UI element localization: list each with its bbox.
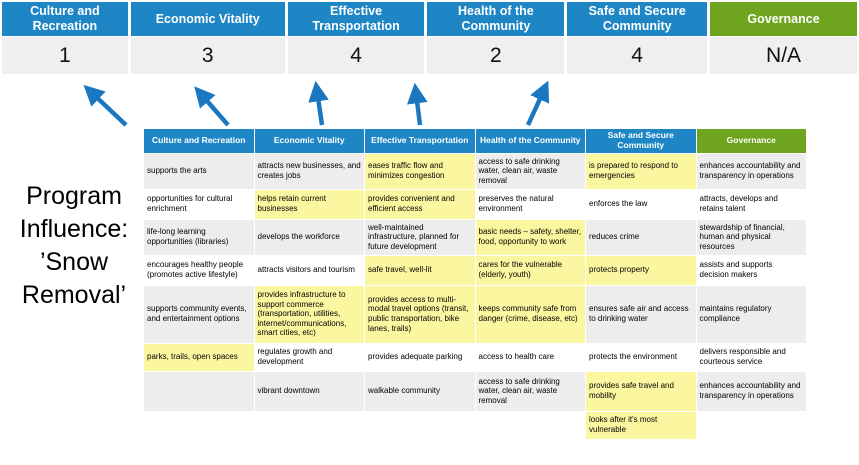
influence-arrow-icon-4	[407, 82, 428, 126]
matrix-cell-highlighted: parks, trails, open spaces	[143, 342, 255, 372]
matrix-cell	[695, 410, 807, 440]
matrix-row: supports the arts attracts new businesses…	[143, 152, 807, 190]
matrix-cell	[143, 370, 255, 412]
score-column-governance: Governance N/A	[710, 2, 857, 74]
matrix-cell: vibrant downtown	[253, 370, 365, 412]
influence-arrows	[83, 80, 550, 127]
matrix-row: looks after it's most vulnerable	[143, 410, 807, 440]
matrix-cell-highlighted: eases traffic flow and minimizes congest…	[364, 152, 476, 190]
category-score: 1	[2, 37, 128, 74]
matrix-cell: assists and supports decision makers	[695, 254, 807, 286]
category-score: 4	[567, 37, 708, 74]
matrix-row: encourages healthy people (promotes acti…	[143, 254, 807, 286]
scoreboard: Culture and Recreation 1 Economic Vitality…	[2, 2, 857, 74]
matrix-cell-highlighted: provides safe travel and mobility	[585, 370, 697, 412]
matrix-cell-highlighted: cares for the vulnerable (elderly, youth…	[474, 254, 586, 286]
matrix-cell: encourages healthy people (promotes acti…	[143, 254, 255, 286]
matrix-cell: reduces crime	[585, 218, 697, 256]
matrix-cell: attracts, develops and retains talent	[695, 188, 807, 220]
matrix-cell: supports the arts	[143, 152, 255, 190]
matrix-header-economic-vitality: Economic Vitality	[253, 128, 365, 154]
matrix-cell	[474, 410, 586, 440]
matrix-cell: provides adequate parking	[364, 342, 476, 372]
matrix-cell-highlighted: provides infrastructure to support comme…	[253, 284, 365, 344]
category-score: N/A	[710, 37, 857, 74]
category-score: 4	[287, 37, 425, 74]
matrix-header-health-of-the-community: Health of the Community	[474, 128, 586, 154]
score-column-effective-transportation: Effective Transportation 4	[287, 2, 425, 74]
matrix-header-row: Culture and Recreation Economic Vitality E…	[143, 128, 807, 154]
matrix-cell-highlighted: helps retain current businesses	[253, 188, 365, 220]
matrix-cell: well-maintained infrastructure, planned …	[364, 218, 476, 256]
matrix-row: supports community events, and entertain…	[143, 284, 807, 344]
matrix-cell: regulates growth and development	[253, 342, 365, 372]
matrix-cell: develops the workforce	[253, 218, 365, 256]
matrix-cell: preserves the natural environment	[474, 188, 586, 220]
matrix-cell: access to safe drinking water, clean air…	[474, 152, 586, 190]
matrix-row: parks, trails, open spaces regulates grow…	[143, 342, 807, 372]
matrix-cell	[364, 410, 476, 440]
category-score: 3	[130, 37, 285, 74]
matrix-cell-highlighted: provides convenient and efficient access	[364, 188, 476, 220]
matrix-cell: enforces the law	[585, 188, 697, 220]
matrix-header-effective-transportation: Effective Transportation	[364, 128, 476, 154]
matrix-row: life-long learning opportunities (librar…	[143, 218, 807, 256]
matrix-cell: enhances accountability and transparency…	[695, 370, 807, 412]
matrix-cell: protects the environment	[585, 342, 697, 372]
matrix-cell: attracts new businesses, and creates job…	[253, 152, 365, 190]
matrix-cell: attracts visitors and tourism	[253, 254, 365, 286]
category-score: 2	[427, 37, 565, 74]
influence-matrix: Culture and Recreation Economic Vitality E…	[143, 128, 807, 440]
matrix-cell: access to health care	[474, 342, 586, 372]
matrix-cell: enhances accountability and transparency…	[695, 152, 807, 190]
matrix-row: vibrant downtown walkable community access…	[143, 370, 807, 412]
matrix-cell-highlighted: looks after it's most vulnerable	[585, 410, 697, 440]
influence-arrow-icon-2	[194, 86, 230, 127]
category-header: Culture and Recreation	[2, 2, 128, 36]
influence-arrow-icon-5	[525, 80, 550, 126]
matrix-header-governance: Governance	[695, 128, 807, 154]
matrix-header-culture-and-recreation: Culture and Recreation	[143, 128, 255, 154]
category-header: Safe and Secure Community	[567, 2, 708, 36]
matrix-cell-highlighted: safe travel, well-lit	[364, 254, 476, 286]
matrix-cell: supports community events, and entertain…	[143, 284, 255, 344]
matrix-cell: opportunities for cultural enrichment	[143, 188, 255, 220]
matrix-cell: life-long learning opportunities (librar…	[143, 218, 255, 256]
matrix-cell-highlighted: protects property	[585, 254, 697, 286]
category-header: Governance	[710, 2, 857, 36]
matrix-cell-highlighted: keeps community safe from danger (crime,…	[474, 284, 586, 344]
matrix-header-safe-and-secure-community: Safe and Secure Community	[585, 128, 697, 154]
matrix-cell: ensures safe air and access to drinking …	[585, 284, 697, 344]
matrix-cell: delivers responsible and courteous servi…	[695, 342, 807, 372]
matrix-cell	[253, 410, 365, 440]
matrix-cell	[143, 410, 255, 440]
influence-arrow-icon-3	[308, 80, 329, 126]
matrix-cell: stewardship of financial, human and phys…	[695, 218, 807, 256]
category-header: Economic Vitality	[130, 2, 285, 36]
category-header: Health of the Community	[427, 2, 565, 36]
matrix-cell-highlighted: is prepared to respond to emergencies	[585, 152, 697, 190]
score-column-health-of-the-community: Health of the Community 2	[427, 2, 565, 74]
influence-arrow-icon-1	[83, 84, 128, 127]
score-column-safe-and-secure-community: Safe and Secure Community 4	[567, 2, 708, 74]
matrix-cell-highlighted: basic needs – safety, shelter, food, opp…	[474, 218, 586, 256]
program-title: Program Influence: ’Snow Removal’	[19, 182, 129, 309]
matrix-cell: maintains regulatory compliance	[695, 284, 807, 344]
category-header: Effective Transportation	[287, 2, 425, 36]
matrix-cell: walkable community	[364, 370, 476, 412]
score-column-culture-and-recreation: Culture and Recreation 1	[2, 2, 128, 74]
matrix-row: opportunities for cultural enrichment hel…	[143, 188, 807, 220]
matrix-cell: access to safe drinking water, clean air…	[474, 370, 586, 412]
score-column-economic-vitality: Economic Vitality 3	[130, 2, 285, 74]
matrix-cell-highlighted: provides access to multi-modal travel op…	[364, 284, 476, 344]
